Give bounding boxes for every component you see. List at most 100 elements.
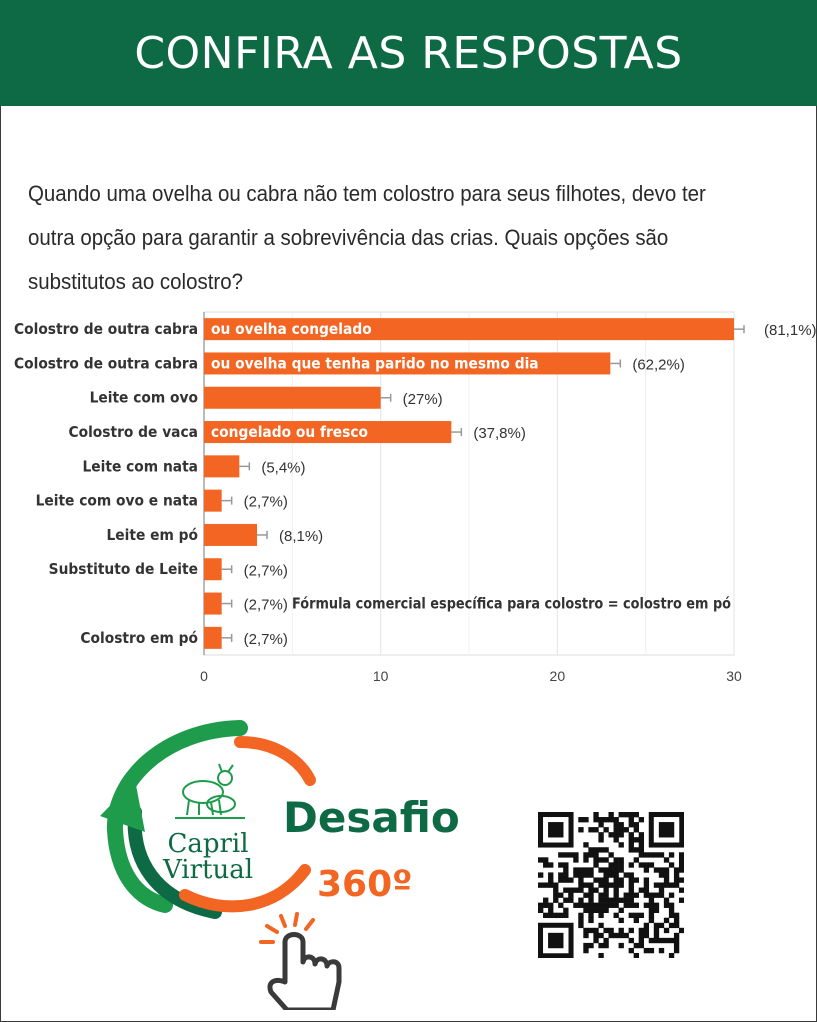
qr-module [623,932,629,939]
percent-label: (2,7%) [244,494,288,511]
qr-module [658,922,665,929]
qr-module [643,862,650,868]
percent-label: (8,1%) [279,528,323,545]
qr-module [558,902,564,908]
qr-module [593,817,599,823]
qr-module [573,887,579,893]
qr-module [588,867,594,873]
bar [204,318,734,341]
qr-module [593,887,599,893]
x-tick-label: 30 [726,668,742,684]
qr-module [593,847,599,853]
qr-module [588,912,594,919]
qr-module [628,897,634,903]
qr-module [653,902,660,908]
qr-module [673,932,680,939]
qr-module [603,877,609,883]
bar [204,592,222,615]
goats-icon [175,763,245,819]
qr-module [613,877,619,883]
qr-module [553,892,559,898]
page-title: CONFIRA AS RESPOSTAS [134,27,683,79]
qr-module [638,887,645,893]
qr-module [538,872,544,878]
qr-module [628,872,634,878]
qr-module [543,902,549,908]
qr-module [623,812,629,818]
qr-module [673,912,680,919]
qr-module [618,882,624,888]
qr-module [673,872,680,878]
qr-module [678,862,684,868]
qr-module [638,817,645,823]
qr-finder-center [548,932,564,949]
qr-module [643,927,650,934]
qr-module [673,882,680,888]
qr-module [633,812,639,818]
category-label: Leite com nata [83,459,198,476]
qr-module [578,897,584,903]
qr-module [628,822,634,828]
qr-module [603,857,609,863]
percent-label: (2,7%) [244,631,288,648]
qr-module [563,907,569,913]
qr-module [593,827,599,833]
qr-module [628,937,634,944]
qr-module [553,887,559,893]
category-label: Leite com ovo e nata [36,493,198,510]
category-label: Leite com ovo [90,390,198,407]
qr-module [618,842,624,848]
qr-module [653,882,660,888]
qr-module [613,932,619,939]
qr-module [618,867,624,873]
qr-module [538,907,544,913]
qr-module [603,937,609,944]
qr-module [628,887,634,893]
bar [204,352,611,375]
qr-module [648,862,655,868]
qr-module [638,942,645,949]
qr-module [633,917,639,924]
qr-module [663,937,670,944]
qr-module [623,892,629,898]
qr-module [648,947,655,954]
qr-module [543,862,549,868]
qr-module [583,817,589,823]
qr-module [583,882,589,888]
qr-module [558,862,564,868]
qr-module [638,932,645,939]
qr-module [543,857,549,863]
bar-chart: 0 10 20 30 Colostro de outra cabra ou ovelha … [14,311,817,684]
qr-module [588,852,594,858]
qr-module [583,852,589,858]
qr-module [598,922,604,929]
qr-module [663,882,670,888]
qr-module [568,892,574,898]
qr-module [618,827,624,833]
qr-module [668,907,675,913]
challenge-logo[interactable]: Capril Virtual Desafio 360º [95,720,475,1013]
qr-module [658,937,665,944]
bar [204,386,381,409]
qr-module [638,847,645,853]
qr-module [633,942,639,949]
qr-module [678,877,684,883]
qr-module [628,847,634,853]
qr-module [633,902,639,908]
qr-module [578,817,584,823]
qr-module [638,862,645,868]
qr-module [588,827,594,833]
qr-module [658,872,665,878]
qr-module [618,857,624,863]
qr-module [678,887,684,893]
qr-module [648,907,655,913]
qr-code[interactable] [538,812,684,958]
bar [204,455,240,478]
qr-module [583,907,589,913]
qr-module [663,872,670,878]
challenge-title: Desafio [283,793,460,842]
percent-label: (2,7%) [244,597,288,614]
qr-module [613,887,619,893]
qr-module [608,817,614,823]
qr-module [558,912,564,919]
